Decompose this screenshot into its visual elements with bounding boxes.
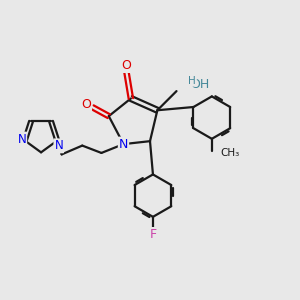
- Text: H: H: [188, 76, 196, 86]
- Text: F: F: [149, 228, 157, 241]
- Text: O: O: [121, 59, 131, 72]
- Text: N: N: [54, 140, 63, 152]
- Text: CH₃: CH₃: [221, 148, 240, 158]
- Text: OH: OH: [190, 78, 209, 91]
- Text: N: N: [17, 133, 26, 146]
- Text: N: N: [119, 138, 128, 151]
- Text: O: O: [81, 98, 91, 111]
